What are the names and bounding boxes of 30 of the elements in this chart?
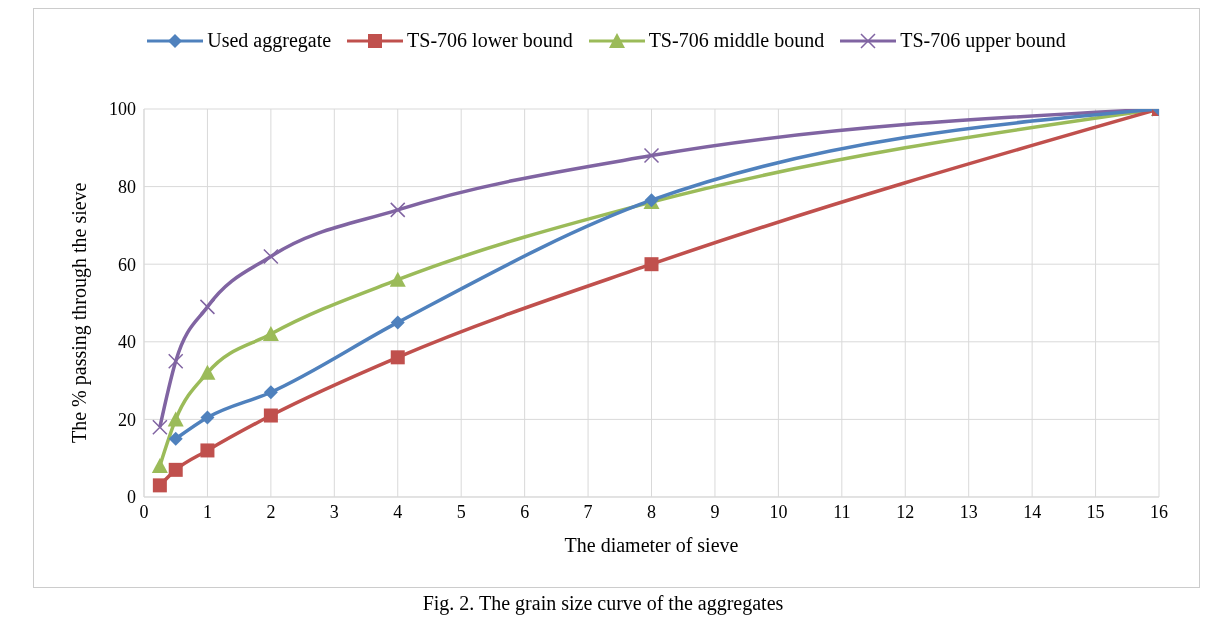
x-tick-label: 9	[710, 501, 720, 522]
x-tick-label: 8	[647, 501, 656, 522]
x-tick-label: 1	[202, 501, 212, 522]
x-tick-label: 6	[520, 501, 530, 522]
y-axis-title: The % passing through the sieve	[68, 182, 92, 443]
legend-label: TS-706 lower bound	[406, 29, 573, 52]
x-axis-title: The diameter of sieve	[564, 534, 739, 556]
x-tick-label: 11	[833, 501, 851, 522]
x-tick-label: 15	[1086, 501, 1105, 522]
y-tick-label: 80	[118, 176, 136, 197]
x-tick-label: 14	[1023, 501, 1042, 522]
y-tick-label: 100	[109, 99, 136, 120]
x-tick-label: 0	[139, 501, 149, 522]
x-tick-label: 3	[329, 501, 339, 522]
x-tick-label: 5	[456, 501, 466, 522]
y-tick-label: 40	[118, 332, 136, 353]
y-tick-label: 20	[118, 409, 136, 430]
legend-label: TS-706 middle bound	[647, 29, 825, 52]
x-tick-label: 10	[769, 501, 788, 522]
legend-label: Used aggregate	[206, 29, 332, 52]
x-tick-label: 7	[583, 501, 593, 522]
y-tick-label: 0	[127, 487, 136, 508]
y-tick-label: 60	[118, 254, 136, 275]
legend-label: TS-706 upper bound	[899, 29, 1066, 52]
caption: Fig. 2. The grain size curve of the aggregates	[421, 592, 785, 615]
x-tick-label: 13	[959, 501, 978, 522]
x-tick-label: 2	[266, 501, 276, 522]
x-tick-label: 16	[1150, 501, 1168, 522]
x-tick-label: 4	[393, 501, 403, 522]
x-tick-label: 12	[896, 501, 915, 522]
